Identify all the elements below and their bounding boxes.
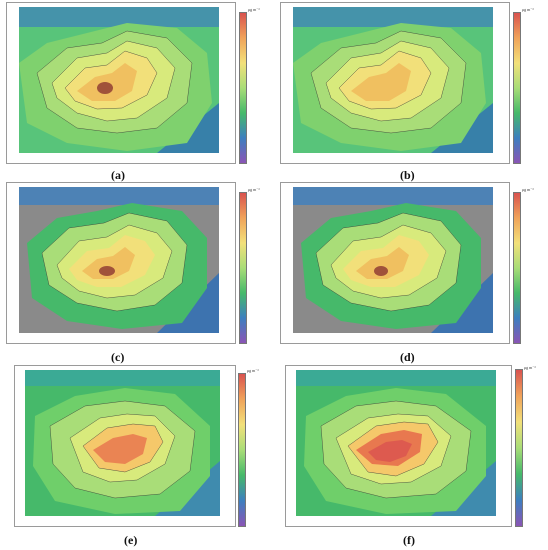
scale-unit: μg m⁻³ [522, 187, 534, 192]
scale-unit: μg m⁻³ [248, 187, 260, 192]
contour-map [281, 3, 509, 163]
scale-unit: μg m⁻³ [248, 7, 260, 12]
panel-caption: (e) [124, 533, 138, 547]
panel-c: μg m⁻³ (c) [6, 182, 268, 367]
contour-map [7, 183, 235, 343]
scale-unit: μg m⁻³ [524, 365, 536, 370]
color-scale [513, 12, 521, 164]
map-frame [6, 182, 236, 344]
scale-unit: μg m⁻³ [247, 368, 259, 373]
panel-caption: (f) [403, 533, 415, 547]
contour-map [15, 366, 235, 526]
panel-caption: (c) [111, 350, 125, 364]
color-scale [238, 373, 246, 527]
panel-caption: (d) [400, 350, 415, 364]
map-frame [285, 365, 512, 527]
contour-map [281, 183, 509, 343]
panel-d: μg m⁻³ (d) [280, 182, 542, 367]
contour-map [286, 366, 511, 526]
panel-a: μg m⁻³ (a) [6, 2, 268, 187]
color-scale [239, 192, 247, 344]
map-frame [280, 182, 510, 344]
panel-caption: (b) [400, 168, 415, 182]
panel-e: μg m⁻³ (e) [6, 365, 268, 550]
color-scale [515, 369, 523, 527]
panel-f: μg m⁻³ (f) [285, 365, 547, 550]
panel-caption: (a) [111, 168, 125, 182]
map-frame [14, 365, 236, 527]
scale-unit: μg m⁻³ [522, 7, 534, 12]
color-scale [513, 192, 521, 344]
panel-b: μg m⁻³ (b) [280, 2, 542, 187]
contour-map [7, 3, 235, 163]
map-frame [280, 2, 510, 164]
map-frame [6, 2, 236, 164]
color-scale [239, 12, 247, 164]
